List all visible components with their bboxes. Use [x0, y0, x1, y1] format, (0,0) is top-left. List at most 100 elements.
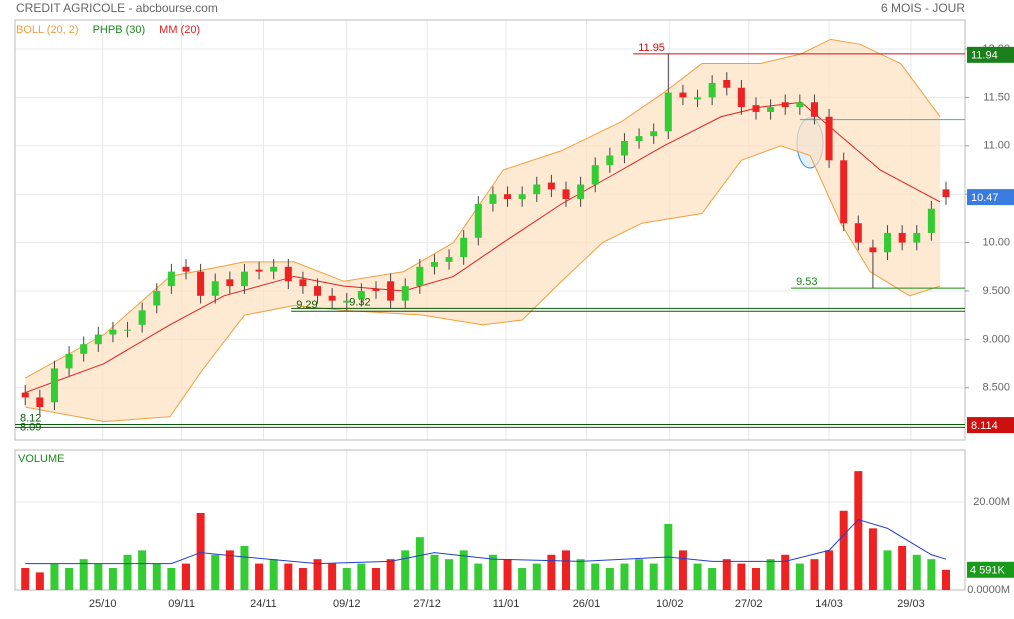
- candle-body: [533, 184, 541, 195]
- x-tick-label: 09/12: [333, 598, 361, 610]
- x-tick-label: 27/12: [413, 598, 441, 610]
- volume-bar: [269, 559, 278, 590]
- volume-bar: [898, 545, 907, 590]
- volume-bar: [518, 567, 527, 590]
- bollinger-line: [25, 145, 941, 423]
- volume-bar: [488, 554, 497, 590]
- candle-body: [138, 310, 146, 325]
- volume-bar: [737, 563, 746, 590]
- volume-bar: [854, 471, 863, 590]
- volume-bar: [912, 554, 921, 590]
- candle-body: [226, 279, 234, 287]
- candle-body: [328, 295, 336, 301]
- price-box-label: 10.47: [971, 192, 999, 204]
- candle-body: [854, 223, 862, 243]
- candle-body: [124, 329, 132, 331]
- volume-box: [967, 561, 1014, 578]
- x-tick-label: 27/02: [735, 598, 763, 610]
- candle-body: [664, 92, 672, 132]
- candle-body: [635, 136, 643, 141]
- candle-body: [211, 281, 219, 296]
- volume-bar: [810, 559, 819, 590]
- price-box: [967, 189, 1014, 206]
- candle-body: [723, 80, 731, 88]
- volume-bar: [167, 567, 176, 590]
- candle-body: [898, 232, 906, 243]
- volume-bar: [766, 559, 775, 590]
- volume-bar: [591, 563, 600, 590]
- volume-bar: [240, 545, 249, 590]
- volume-bar: [445, 559, 454, 590]
- volume-bar: [386, 559, 395, 590]
- volume-bar: [795, 563, 804, 590]
- volume-bar: [532, 563, 541, 590]
- candle-body: [825, 116, 833, 161]
- y-tick-label: 9.000: [982, 333, 1010, 345]
- candle-body: [445, 257, 453, 262]
- volume-bar: [459, 550, 468, 590]
- volume-bar: [474, 563, 483, 590]
- volume-bar: [415, 537, 424, 590]
- volume-bar: [123, 554, 132, 590]
- candle-body: [387, 281, 395, 301]
- x-tick-label: 24/11: [250, 598, 277, 610]
- volume-bar: [284, 563, 293, 590]
- candle-body: [679, 92, 687, 98]
- volume-bar: [635, 559, 644, 590]
- candle-body: [460, 237, 468, 258]
- volume-bar: [927, 559, 936, 590]
- volume-bar: [65, 567, 74, 590]
- volume-bar: [255, 563, 264, 590]
- volume-bar: [678, 550, 687, 590]
- volume-title: VOLUME: [18, 453, 64, 465]
- candle-body: [489, 194, 497, 204]
- volume-bar: [942, 569, 950, 590]
- y-tick-label: 9.500: [982, 285, 1010, 297]
- volume-bar: [839, 510, 848, 590]
- candle-body: [255, 269, 263, 272]
- price-panel: [14, 19, 966, 441]
- candle-body: [50, 368, 58, 403]
- x-tick-label: 10/02: [656, 598, 684, 610]
- volume-bar: [547, 554, 556, 590]
- y-tick-label: 11.50: [983, 91, 1010, 103]
- volume-bar: [430, 554, 439, 590]
- volume-bar: [342, 567, 351, 590]
- candle-body: [650, 131, 658, 137]
- volume-bar: [182, 563, 190, 590]
- candle-body: [474, 203, 482, 238]
- volume-box-label: 4 591K: [970, 565, 1006, 577]
- candle-body: [36, 397, 44, 408]
- candle-body: [314, 286, 322, 296]
- price-box: [967, 417, 1014, 434]
- candle-body: [416, 266, 424, 287]
- candle-body: [869, 247, 877, 253]
- candle-body: [372, 289, 380, 291]
- level-label: 8.09: [20, 421, 41, 433]
- y-tick-label: 8.500: [982, 382, 1010, 394]
- volume-bar: [79, 559, 88, 590]
- volume-bar: [35, 572, 44, 590]
- volume-bar: [108, 567, 117, 590]
- candle-body: [694, 97, 702, 100]
- x-tick-label: 09/11: [168, 598, 195, 610]
- x-tick-label: 11/01: [493, 598, 520, 610]
- volume-bar: [825, 550, 834, 590]
- candle-body: [752, 105, 760, 112]
- level-label: 9.53: [796, 276, 817, 288]
- level-label: 9.32: [349, 296, 370, 308]
- legend-entry: PHPB (30): [93, 24, 146, 36]
- volume-bar: [196, 512, 205, 590]
- volume-bar: [708, 567, 717, 590]
- candle-body: [240, 271, 248, 287]
- volume-bar: [620, 563, 629, 590]
- volume-bar: [868, 528, 877, 590]
- candle-body: [94, 334, 102, 345]
- volume-bar: [138, 550, 147, 590]
- candle-body: [737, 87, 745, 108]
- volume-bar: [503, 559, 512, 590]
- volume-bar: [211, 554, 220, 590]
- x-tick-label: 14/03: [815, 598, 843, 610]
- candle-body: [518, 194, 526, 200]
- candle-body: [796, 102, 804, 108]
